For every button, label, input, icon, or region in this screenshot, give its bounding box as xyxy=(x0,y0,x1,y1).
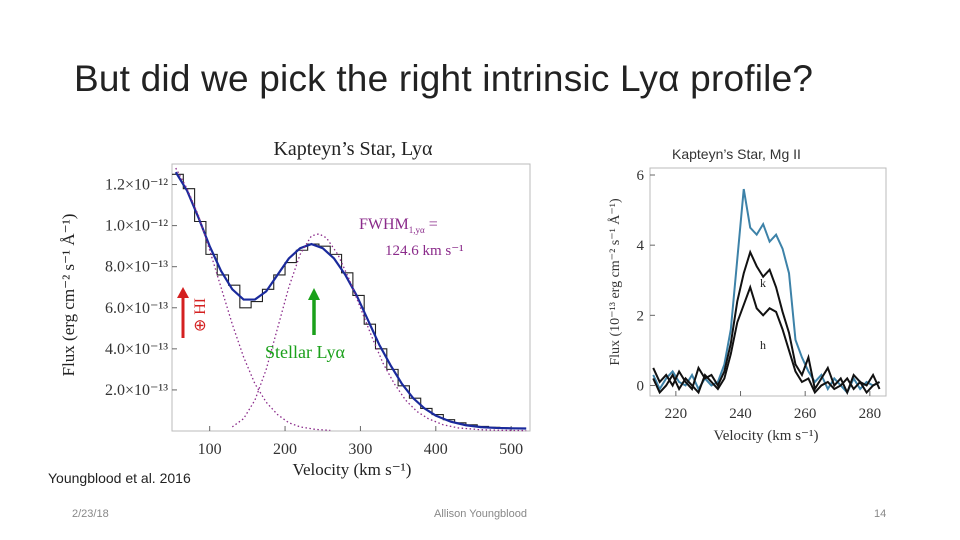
y-tick-label: 6 xyxy=(637,168,645,184)
citation-caption: Youngblood et al. 2016 xyxy=(48,470,191,486)
y-tick-label: 8.0×10⁻¹³ xyxy=(105,259,168,276)
y-tick-label: 1.0×10⁻¹² xyxy=(105,218,168,235)
mgii-x-ticks: 220 240 260 280 xyxy=(665,391,881,422)
fwhm-value: 124.6 km s⁻¹ xyxy=(385,243,464,259)
y-tick-label: 4 xyxy=(637,238,645,254)
mgii-plot-frame xyxy=(649,167,887,397)
y-tick-label: 4.0×10⁻¹³ xyxy=(105,341,168,358)
stellar-arrow-head xyxy=(308,288,320,300)
lya-x-axis-label: Velocity (km s⁻¹) xyxy=(293,460,412,479)
x-tick-label: 260 xyxy=(794,406,817,422)
y-tick-label: 6.0×10⁻¹³ xyxy=(105,300,168,317)
footer-page-number: 14 xyxy=(874,508,887,520)
x-tick-label: 500 xyxy=(499,441,523,458)
lya-x-ticks: 100 200 300 400 500 xyxy=(198,426,523,458)
series-ism-component xyxy=(175,167,331,432)
series-mgii-mg-0 xyxy=(652,188,881,395)
y-tick-label: 0 xyxy=(637,378,645,394)
x-tick-label: 280 xyxy=(859,406,882,422)
mgii-chart-title: Kapteyn’s Star, Mg II xyxy=(672,146,801,162)
x-tick-label: 220 xyxy=(665,406,688,422)
lya-plot-frame xyxy=(171,163,531,432)
lya-series xyxy=(172,167,527,432)
footer-date: 2/23/18 xyxy=(72,508,109,520)
footer-author: Allison Youngblood xyxy=(434,508,527,520)
series-observed xyxy=(172,173,524,429)
y-tick-label: 1.2×10⁻¹² xyxy=(105,177,168,194)
fwhm-eq: = xyxy=(429,216,438,233)
lya-chart: Kapteyn’s Star, Lyα 2.0×10⁻¹³ 4.0×10⁻¹³ 6.… xyxy=(59,138,531,479)
fwhm-annotation: FWHM1,yα = xyxy=(359,216,438,235)
hi-label: ⊕ HI xyxy=(192,298,209,332)
x-tick-label: 100 xyxy=(198,441,222,458)
stellar-lya-label: Stellar Lyα xyxy=(265,342,345,362)
series-intrinsic-stellar xyxy=(231,233,527,432)
fwhm-label: FWHM xyxy=(359,216,409,233)
fwhm-sub: 1,yα xyxy=(409,225,425,235)
y-tick-label: 2.0×10⁻¹³ xyxy=(105,382,168,399)
x-tick-label: 200 xyxy=(273,441,297,458)
mgii-x-axis-label: Velocity (km s⁻¹) xyxy=(714,428,819,444)
series-mgii-k-1 xyxy=(652,249,881,396)
x-tick-label: 300 xyxy=(348,441,372,458)
mgii-y-ticks: 0 2 4 6 xyxy=(637,168,655,394)
mgii-y-axis-label: Flux (10⁻¹³ erg cm⁻² s⁻¹ Å⁻¹) xyxy=(607,198,623,366)
series-mgii-h-2 xyxy=(652,284,881,395)
mgii-series xyxy=(652,188,881,396)
lya-y-ticks: 2.0×10⁻¹³ 4.0×10⁻¹³ 6.0×10⁻¹³ 8.0×10⁻¹³ 1.0×… xyxy=(105,177,177,399)
lya-chart-title: Kapteyn’s Star, Lyα xyxy=(273,138,433,160)
series-model-fit xyxy=(174,171,527,430)
hi-arrow-head xyxy=(177,287,189,298)
mgii-chart: 0 2 4 6 220 240 260 280 k h Flux (10⁻¹³ erg cm… xyxy=(607,167,887,444)
y-tick-label: 2 xyxy=(637,308,645,324)
mgii-k-label: k xyxy=(760,276,766,290)
mgii-h-label: h xyxy=(760,338,766,352)
x-tick-label: 400 xyxy=(424,441,448,458)
x-tick-label: 240 xyxy=(729,406,752,422)
slide-title: But did we pick the right intrinsic Lyα … xyxy=(74,58,814,99)
lya-y-axis-label: Flux (erg cm⁻² s⁻¹ Å⁻¹) xyxy=(59,214,78,377)
